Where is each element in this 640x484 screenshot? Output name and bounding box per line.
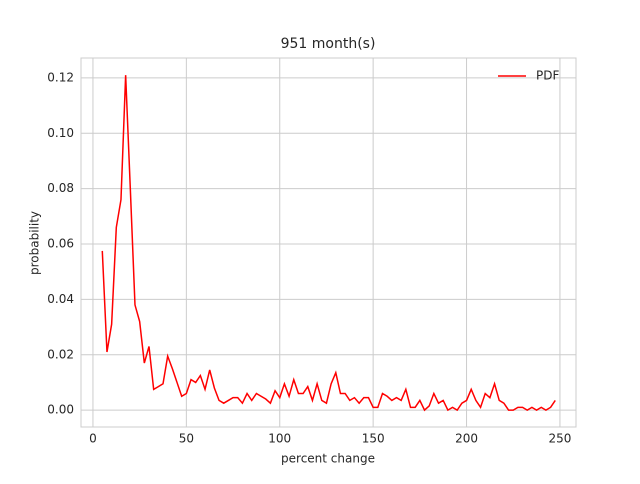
x-tick-label: 0 — [89, 432, 97, 446]
chart-title: 951 month(s) — [281, 36, 376, 52]
y-tick-label: 0.02 — [47, 347, 74, 361]
y-tick-label: 0.00 — [47, 403, 74, 417]
y-tick-label: 0.10 — [47, 126, 74, 140]
legend-label: PDF — [536, 69, 559, 83]
x-tick-label: 100 — [268, 432, 291, 446]
plot-frame — [80, 57, 577, 428]
x-tick-label: 150 — [362, 432, 385, 446]
x-tick-label: 200 — [455, 432, 478, 446]
y-tick-label: 0.04 — [47, 292, 74, 306]
x-axis-label: percent change — [281, 452, 375, 466]
data-line — [101, 75, 556, 412]
y-axis-label: probability — [28, 211, 42, 275]
y-tick-label: 0.06 — [47, 237, 74, 251]
y-tick-label: 0.12 — [47, 70, 74, 84]
y-tick-label: 0.08 — [47, 181, 74, 195]
x-tick-label: 250 — [548, 432, 571, 446]
x-tick-label: 50 — [179, 432, 194, 446]
